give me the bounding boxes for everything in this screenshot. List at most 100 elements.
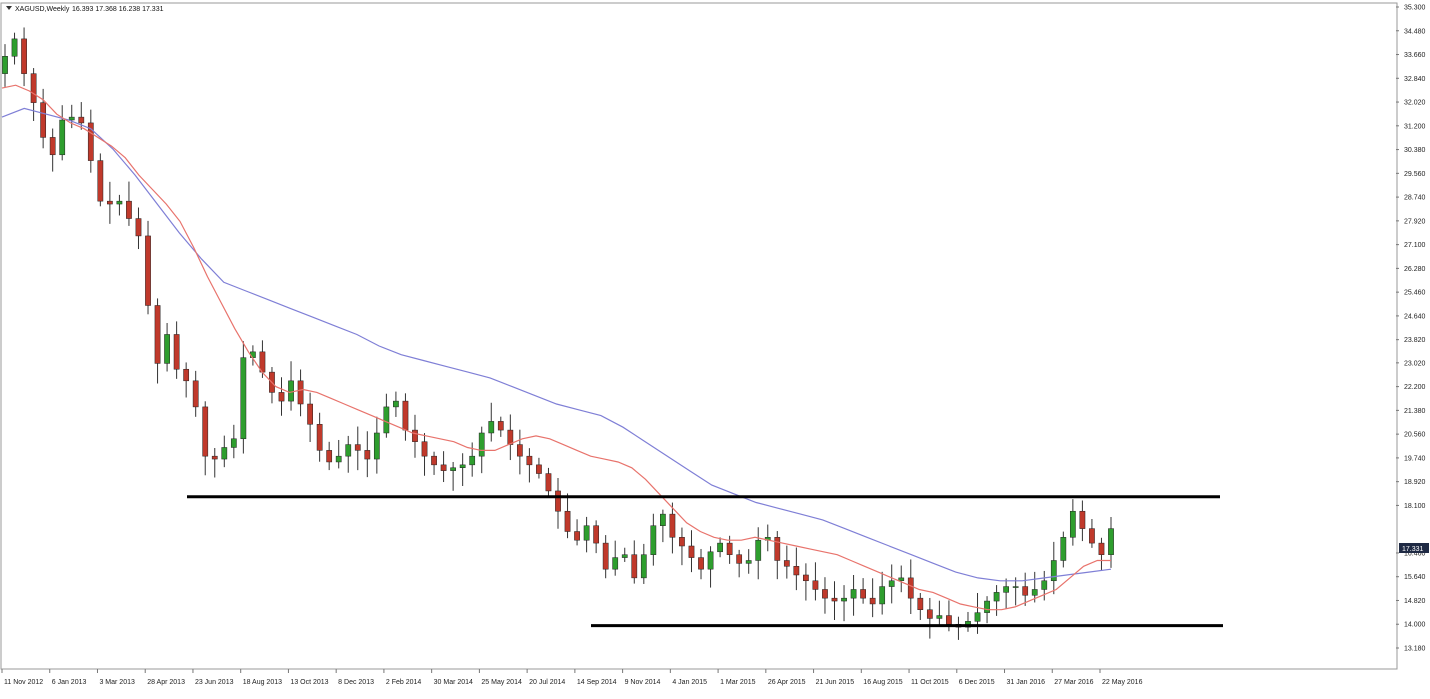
candle-up bbox=[1060, 537, 1067, 561]
candle-up bbox=[383, 406, 390, 434]
candle-down bbox=[631, 554, 638, 579]
candle-down bbox=[564, 510, 571, 532]
candle-down bbox=[574, 531, 580, 541]
chart-header: XAGUSD,Weekly 16.393 17.368 16.238 17.33… bbox=[6, 6, 164, 13]
y-tick-label: 16.460 bbox=[1404, 550, 1426, 557]
dropdown-arrow-icon[interactable] bbox=[6, 6, 12, 10]
candle-up bbox=[478, 432, 485, 457]
candle-down bbox=[97, 160, 104, 202]
y-tick-label: 21.380 bbox=[1404, 408, 1426, 415]
y-tick-label: 22.200 bbox=[1404, 384, 1426, 391]
x-tick-label: 6 Jan 2013 bbox=[52, 679, 87, 686]
candle-down bbox=[812, 580, 819, 590]
candle-up bbox=[59, 119, 66, 156]
y-tick-label: 31.200 bbox=[1404, 123, 1426, 130]
candle-up bbox=[612, 557, 619, 570]
candle-up bbox=[745, 560, 752, 564]
candle-down bbox=[135, 218, 142, 237]
x-tick-label: 28 Apr 2013 bbox=[147, 679, 185, 686]
y-tick-label: 26.280 bbox=[1404, 266, 1426, 273]
candle-down bbox=[21, 38, 27, 74]
candle-up bbox=[335, 455, 342, 463]
candle-up bbox=[393, 400, 399, 408]
ohlc-readout: 16.393 17.368 16.238 17.331 bbox=[72, 6, 164, 13]
candle-down bbox=[183, 368, 190, 382]
candle-down bbox=[30, 73, 37, 103]
x-tick-label: 20 Jul 2014 bbox=[529, 679, 565, 686]
x-tick-label: 26 Apr 2015 bbox=[768, 679, 806, 686]
candle-down bbox=[173, 334, 180, 370]
candle-down bbox=[421, 441, 428, 457]
candle-down bbox=[145, 235, 151, 306]
candle-up bbox=[11, 38, 18, 57]
y-tick-label: 13.180 bbox=[1404, 646, 1426, 653]
y-tick-label: 20.560 bbox=[1404, 432, 1426, 439]
candle-up bbox=[2, 56, 8, 74]
ema-slow-line bbox=[1, 107, 1112, 582]
candle-up bbox=[717, 542, 723, 553]
candle-down bbox=[1022, 586, 1029, 596]
x-tick-label: 22 May 2016 bbox=[1102, 679, 1143, 686]
candle-down bbox=[774, 537, 781, 561]
candle-up bbox=[164, 334, 170, 364]
x-tick-label: 23 Jun 2013 bbox=[195, 679, 234, 686]
candle-down bbox=[431, 455, 437, 466]
candle-down bbox=[783, 560, 790, 567]
candle-up bbox=[660, 513, 666, 526]
candle-down bbox=[126, 200, 132, 219]
candle-down bbox=[869, 597, 876, 605]
candle-down bbox=[297, 380, 304, 405]
x-tick-label: 16 Aug 2015 bbox=[863, 679, 902, 686]
candle-up bbox=[116, 200, 123, 205]
y-tick-label: 29.560 bbox=[1404, 171, 1426, 178]
x-tick-label: 1 Mar 2015 bbox=[720, 679, 756, 686]
candle-down bbox=[1089, 528, 1095, 544]
candle-up bbox=[68, 116, 75, 121]
candle-up bbox=[993, 592, 1000, 602]
y-tick-label: 23.820 bbox=[1404, 337, 1426, 344]
candle-up bbox=[1069, 510, 1076, 538]
candle-up bbox=[879, 586, 886, 605]
x-tick-label: 21 Jun 2015 bbox=[816, 679, 855, 686]
candle-up bbox=[240, 357, 247, 440]
price-badge-bg bbox=[1399, 543, 1429, 553]
candle-down bbox=[907, 577, 914, 599]
y-tick-label: 14.820 bbox=[1404, 598, 1426, 605]
candle-down bbox=[278, 392, 285, 402]
candle-down bbox=[516, 444, 523, 457]
candle-down bbox=[803, 574, 809, 582]
candle-down bbox=[555, 490, 561, 512]
x-tick-label: 11 Nov 2012 bbox=[4, 679, 43, 686]
candle-down bbox=[154, 305, 161, 364]
candle-down bbox=[860, 589, 866, 599]
y-tick-label: 23.020 bbox=[1404, 360, 1426, 367]
y-tick-label: 32.840 bbox=[1404, 76, 1426, 83]
candle-up bbox=[373, 432, 380, 460]
candle-down bbox=[78, 116, 85, 124]
candle-up bbox=[841, 597, 847, 602]
support-lines-layer bbox=[187, 495, 1223, 628]
y-tick-label: 19.740 bbox=[1404, 455, 1426, 462]
candle-down bbox=[507, 429, 514, 445]
candle-down bbox=[593, 525, 600, 544]
candle-down bbox=[736, 554, 743, 564]
candle-down bbox=[917, 597, 924, 610]
x-tick-label: 11 Oct 2015 bbox=[911, 679, 949, 686]
candle-down bbox=[192, 380, 199, 408]
candle-down bbox=[698, 557, 704, 570]
candle-up bbox=[936, 615, 943, 619]
candle-down bbox=[402, 400, 409, 431]
x-tick-label: 14 Sep 2014 bbox=[577, 679, 617, 686]
x-tick-label: 13 Oct 2013 bbox=[290, 679, 328, 686]
current-price-badge: 17.331 bbox=[1399, 543, 1429, 553]
x-tick-label: 6 Dec 2015 bbox=[959, 679, 995, 686]
candle-down bbox=[107, 200, 113, 205]
x-tick-label: 2 Feb 2014 bbox=[386, 679, 422, 686]
y-tick-label: 33.660 bbox=[1404, 52, 1426, 59]
candle-up bbox=[755, 539, 762, 561]
candle-up bbox=[1041, 580, 1048, 590]
candle-down bbox=[726, 542, 733, 555]
